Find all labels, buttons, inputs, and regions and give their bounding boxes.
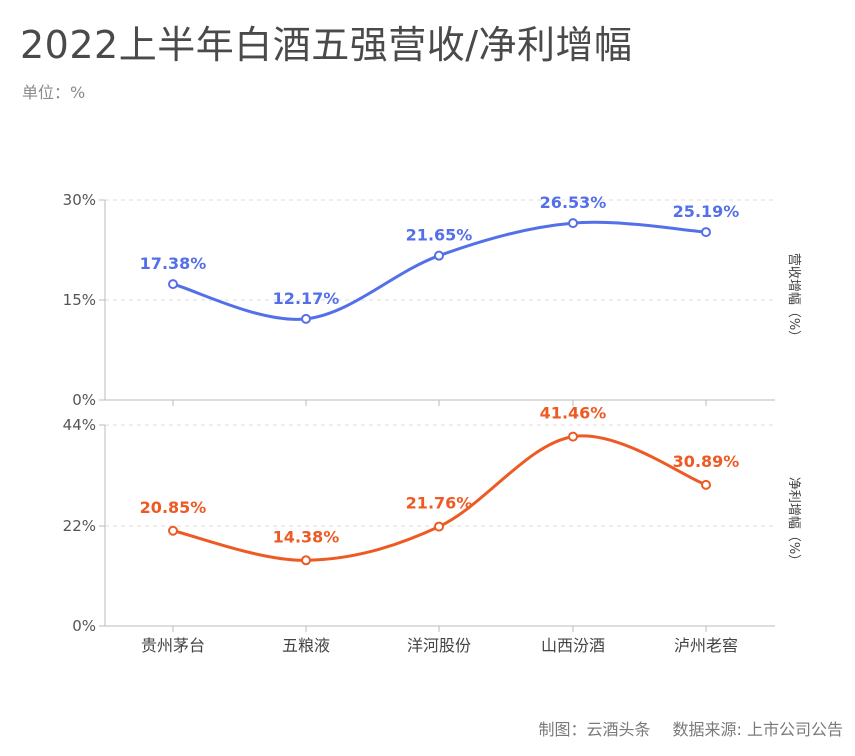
- data-point: [701, 479, 711, 490]
- data-label: 30.89%: [673, 452, 740, 471]
- y-axis-title: 净利增幅（%）: [786, 477, 801, 567]
- data-point: [301, 555, 311, 566]
- category-label: 泸州老窖: [674, 636, 738, 655]
- y-tick-label: 22%: [63, 517, 96, 535]
- series-line: [171, 434, 708, 562]
- category-label: 山西汾酒: [541, 636, 605, 655]
- category-label: 五粮液: [282, 636, 330, 655]
- footer: 制图：云酒头条 数据来源: 上市公司公告: [535, 716, 844, 740]
- data-label: 20.85%: [140, 498, 207, 517]
- data-point: [434, 521, 444, 532]
- data-point: [434, 250, 444, 261]
- category-axis: 贵州茅台 五粮液 洋河股份 山西汾酒 泸州老窖: [141, 636, 738, 655]
- y-tick-label: 0%: [72, 617, 96, 635]
- y-tick-label: 30%: [63, 191, 96, 209]
- category-label: 洋河股份: [407, 636, 471, 655]
- data-label: 17.38%: [140, 254, 207, 273]
- y-tick-label: 15%: [63, 291, 96, 309]
- data-point: [168, 279, 178, 290]
- y-tick-label: 0%: [72, 391, 96, 409]
- data-label: 26.53%: [540, 193, 607, 212]
- chart-title: 2022上半年白酒五强营收/净利增幅: [20, 23, 633, 67]
- data-label: 12.17%: [273, 289, 340, 308]
- data-point: [701, 227, 711, 238]
- footer-made-by: 制图：云酒头条: [538, 720, 651, 739]
- data-label: 14.38%: [273, 527, 340, 546]
- chart-area: 30% 15% 0% 营收增幅（%） 17.38% 12.17% 21.65% 26.53% 2…: [63, 191, 801, 655]
- category-label: 贵州茅台: [141, 636, 205, 655]
- data-point: [568, 431, 578, 442]
- data-label: 21.76%: [406, 494, 473, 513]
- data-point: [568, 218, 578, 229]
- profit-panel: 44% 22% 0% 净利增幅（%） 20.85% 14.38% 21.76% 41.46% 3…: [63, 404, 801, 635]
- data-point: [301, 313, 311, 324]
- y-axis-title: 营收增幅（%）: [786, 253, 801, 343]
- data-label: 25.19%: [673, 202, 740, 221]
- footer-source: 数据来源: 上市公司公告: [672, 720, 843, 739]
- y-tick-label: 44%: [63, 416, 96, 434]
- data-label: 41.46%: [540, 404, 607, 423]
- data-label: 21.65%: [406, 226, 473, 245]
- data-point: [168, 525, 178, 536]
- unit-label: 单位：%: [22, 83, 86, 102]
- revenue-panel: 30% 15% 0% 营收增幅（%） 17.38% 12.17% 21.65% 26.53% 2…: [63, 191, 801, 409]
